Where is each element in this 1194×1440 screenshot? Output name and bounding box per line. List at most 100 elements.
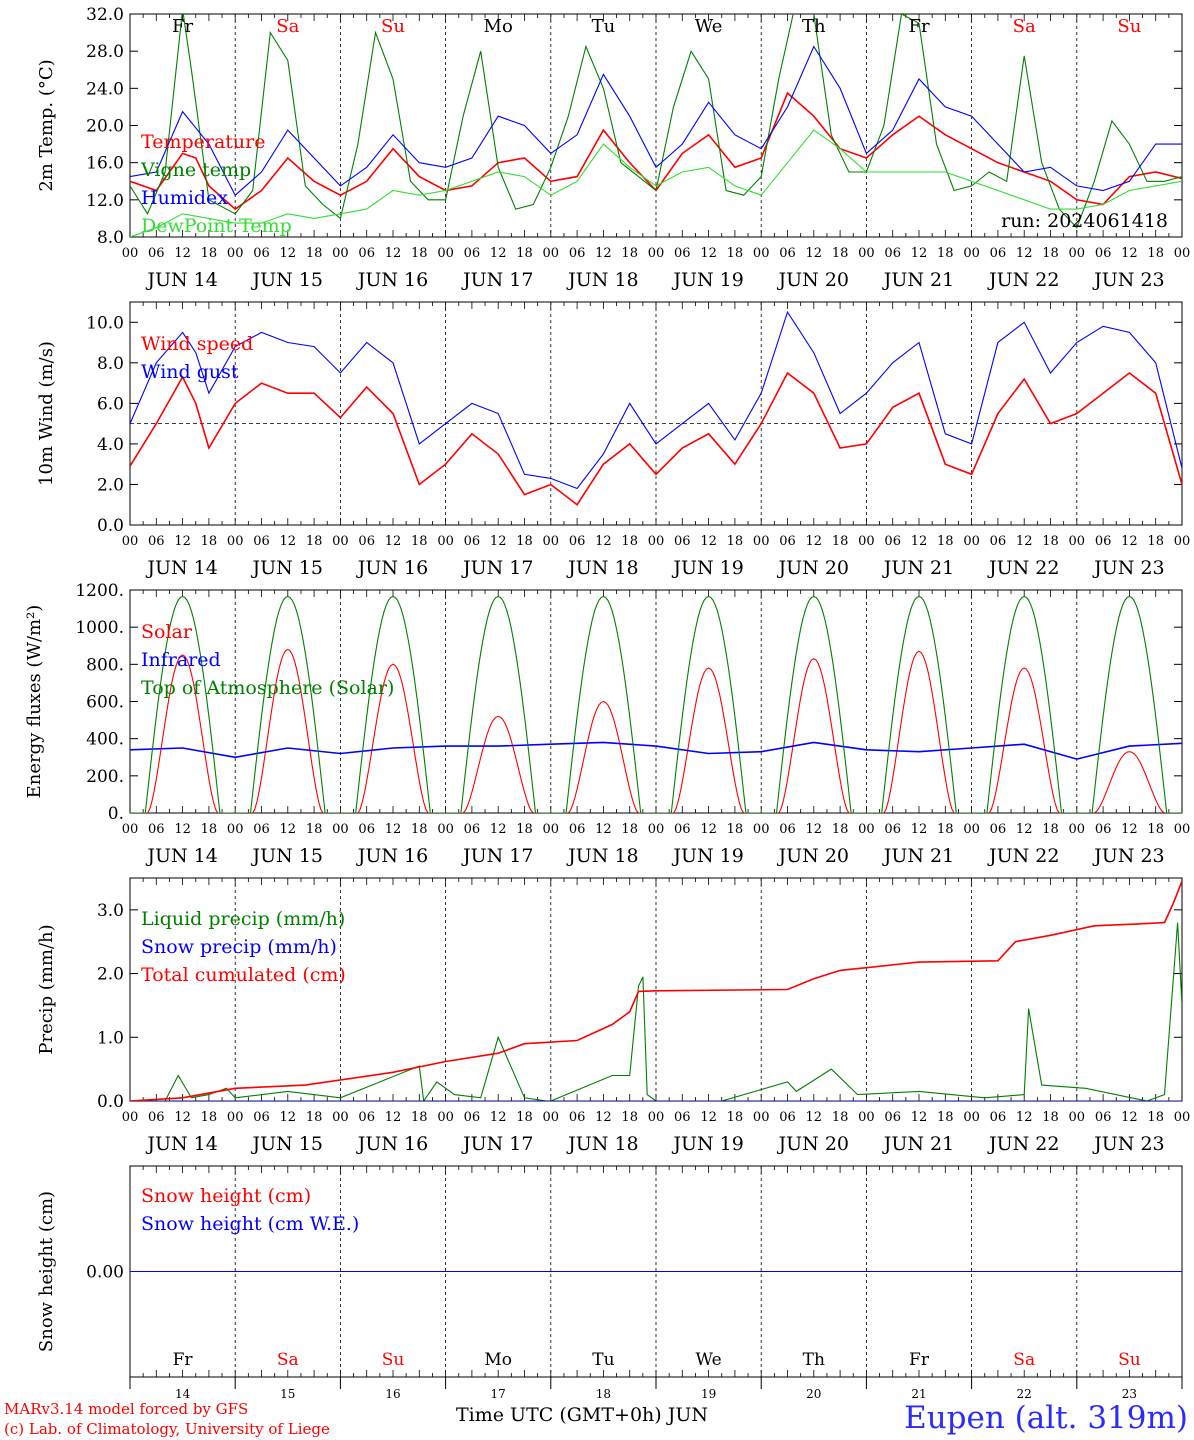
legend-entry: Humidex <box>141 187 228 209</box>
x-hour-label: 00 <box>1069 822 1086 837</box>
day-number: 22 <box>1017 1387 1032 1401</box>
series-group <box>130 595 1182 813</box>
legend-entry: DewPoint Temp <box>141 215 292 237</box>
x-date-label: JUN 21 <box>882 557 954 579</box>
legend-entry: Snow precip (mm/h) <box>141 936 337 958</box>
x-hour-label: 00 <box>543 822 560 837</box>
x-hour-label: 00 <box>332 246 349 261</box>
x-hour-label: 12 <box>385 822 402 837</box>
y-tick-label: 0. <box>108 804 124 824</box>
x-hour-label: 06 <box>148 246 165 261</box>
x-date-label: JUN 19 <box>671 557 743 579</box>
x-hour-label: 00 <box>963 534 980 549</box>
day-number: 19 <box>701 1387 716 1401</box>
x-date-label: JUN 19 <box>671 269 743 291</box>
x-hour-label: 18 <box>516 246 533 261</box>
legend-entry: Total cumulated (cm) <box>141 964 346 986</box>
panel-1: 8.0 12.0 16.0 20.0 24.0 28.0 32.0 2m Temp. (°C)… <box>36 5 1190 291</box>
x-hour-label: 06 <box>358 822 375 837</box>
x-hour-label: 12 <box>385 1110 402 1125</box>
x-hour-label: 06 <box>990 1110 1007 1125</box>
x-hour-label: 18 <box>201 822 218 837</box>
x-date-label: JUN 14 <box>145 269 217 291</box>
x-hour-label: 06 <box>779 534 796 549</box>
x-hour-label: 00 <box>332 1110 349 1125</box>
x-hour-label: 18 <box>201 534 218 549</box>
x-hour-label: 00 <box>332 822 349 837</box>
x-hour-label: 18 <box>832 1110 849 1125</box>
x-date-label: JUN 22 <box>987 269 1059 291</box>
x-hour-label: 00 <box>963 822 980 837</box>
x-hour-label: 06 <box>779 246 796 261</box>
x-hour-label: 06 <box>1095 246 1112 261</box>
x-hour-label: 18 <box>411 246 428 261</box>
y-tick-label: 20.0 <box>86 117 124 137</box>
x-hour-label: 06 <box>569 246 586 261</box>
x-hour-label: 12 <box>490 1110 507 1125</box>
day-letter-bottom: Th <box>803 1350 825 1370</box>
x-hour-label: 12 <box>595 1110 612 1125</box>
x-hour-label: 00 <box>543 246 560 261</box>
x-hour-label: 18 <box>1042 1110 1059 1125</box>
x-date-label: JUN 15 <box>251 845 323 867</box>
x-hour-label: 00 <box>1174 534 1191 549</box>
series-vigne-temp <box>130 14 1182 229</box>
x-hour-label: 18 <box>937 246 954 261</box>
panel-3: 0. 200. 400. 600. 800. 1000. 1200. Energy fluxe… <box>24 581 1190 867</box>
x-hour-label: 00 <box>437 246 454 261</box>
panel-4: 0.0 1.0 2.0 3.0 Precip (mm/h) 00 06 12 18 JUN 14 0… <box>36 877 1191 1155</box>
series-wind-speed <box>130 371 1182 506</box>
x-hour-label: 12 <box>280 822 297 837</box>
x-hour-label: 00 <box>1174 1110 1191 1125</box>
x-hour-label: 18 <box>621 246 638 261</box>
x-date-label: JUN 23 <box>1092 269 1164 291</box>
y-tick-label: 400. <box>86 730 124 750</box>
x-axis-title: Time UTC (GMT+0h) JUN <box>456 1404 708 1426</box>
x-hour-label: 12 <box>911 534 928 549</box>
x-hour-label: 00 <box>543 1110 560 1125</box>
x-hour-label: 18 <box>832 534 849 549</box>
x-hour-label: 00 <box>122 246 139 261</box>
x-hour-label: 12 <box>806 246 823 261</box>
x-hour-label: 06 <box>884 534 901 549</box>
x-hour-label: 00 <box>753 822 770 837</box>
x-hour-label: 18 <box>516 534 533 549</box>
x-date-label: JUN 22 <box>987 1133 1059 1155</box>
x-date-label: JUN 20 <box>777 557 849 579</box>
x-hour-label: 12 <box>700 1110 717 1125</box>
x-hour-label: 18 <box>201 246 218 261</box>
x-hour-label: 06 <box>569 1110 586 1125</box>
day-number: 20 <box>806 1387 821 1401</box>
x-date-label: JUN 16 <box>356 269 428 291</box>
series-infrared <box>130 741 1182 760</box>
x-hour-label: 12 <box>1016 1110 1033 1125</box>
x-date-label: JUN 15 <box>251 269 323 291</box>
x-hour-label: 06 <box>674 246 691 261</box>
x-date-label: JUN 17 <box>461 557 533 579</box>
x-hour-label: 00 <box>332 534 349 549</box>
x-hour-label: 06 <box>990 246 1007 261</box>
y-tick-label: 1000. <box>75 618 124 638</box>
x-hour-label: 12 <box>595 534 612 549</box>
x-hour-label: 12 <box>280 1110 297 1125</box>
x-date-label: JUN 18 <box>566 845 638 867</box>
day-letter: Fr <box>172 16 193 37</box>
panel-2: 0.0 2.0 4.0 6.0 8.0 10.0 10m Wind (m/s) 00 06 12 1… <box>36 301 1191 579</box>
legend-entry: Snow height (cm) <box>141 1185 311 1207</box>
y-tick-label: 2.0 <box>97 965 124 985</box>
y-tick-label: 8.0 <box>97 354 124 374</box>
x-hour-label: 00 <box>543 534 560 549</box>
y-tick-label: 8.0 <box>97 228 124 248</box>
y-axis-label: Snow height (cm) <box>36 1191 57 1352</box>
day-letter: Su <box>381 16 405 37</box>
x-hour-label: 12 <box>1121 1110 1138 1125</box>
legend-entry: Wind gust <box>141 361 239 383</box>
x-hour-label: 00 <box>753 246 770 261</box>
series-wind-gust <box>130 310 1182 490</box>
x-hour-label: 18 <box>1042 822 1059 837</box>
x-date-label: JUN 20 <box>777 1133 849 1155</box>
bottom-labels: Fr 14 Sa 15 Su 16 Mo 17 Tu 18 We 19 Th 20 Fr 21 Sa 22 Su 23 <box>129 1350 1183 1401</box>
x-hour-label: 12 <box>280 534 297 549</box>
y-axis-label: 10m Wind (m/s) <box>36 341 57 486</box>
x-hour-label: 06 <box>148 1110 165 1125</box>
